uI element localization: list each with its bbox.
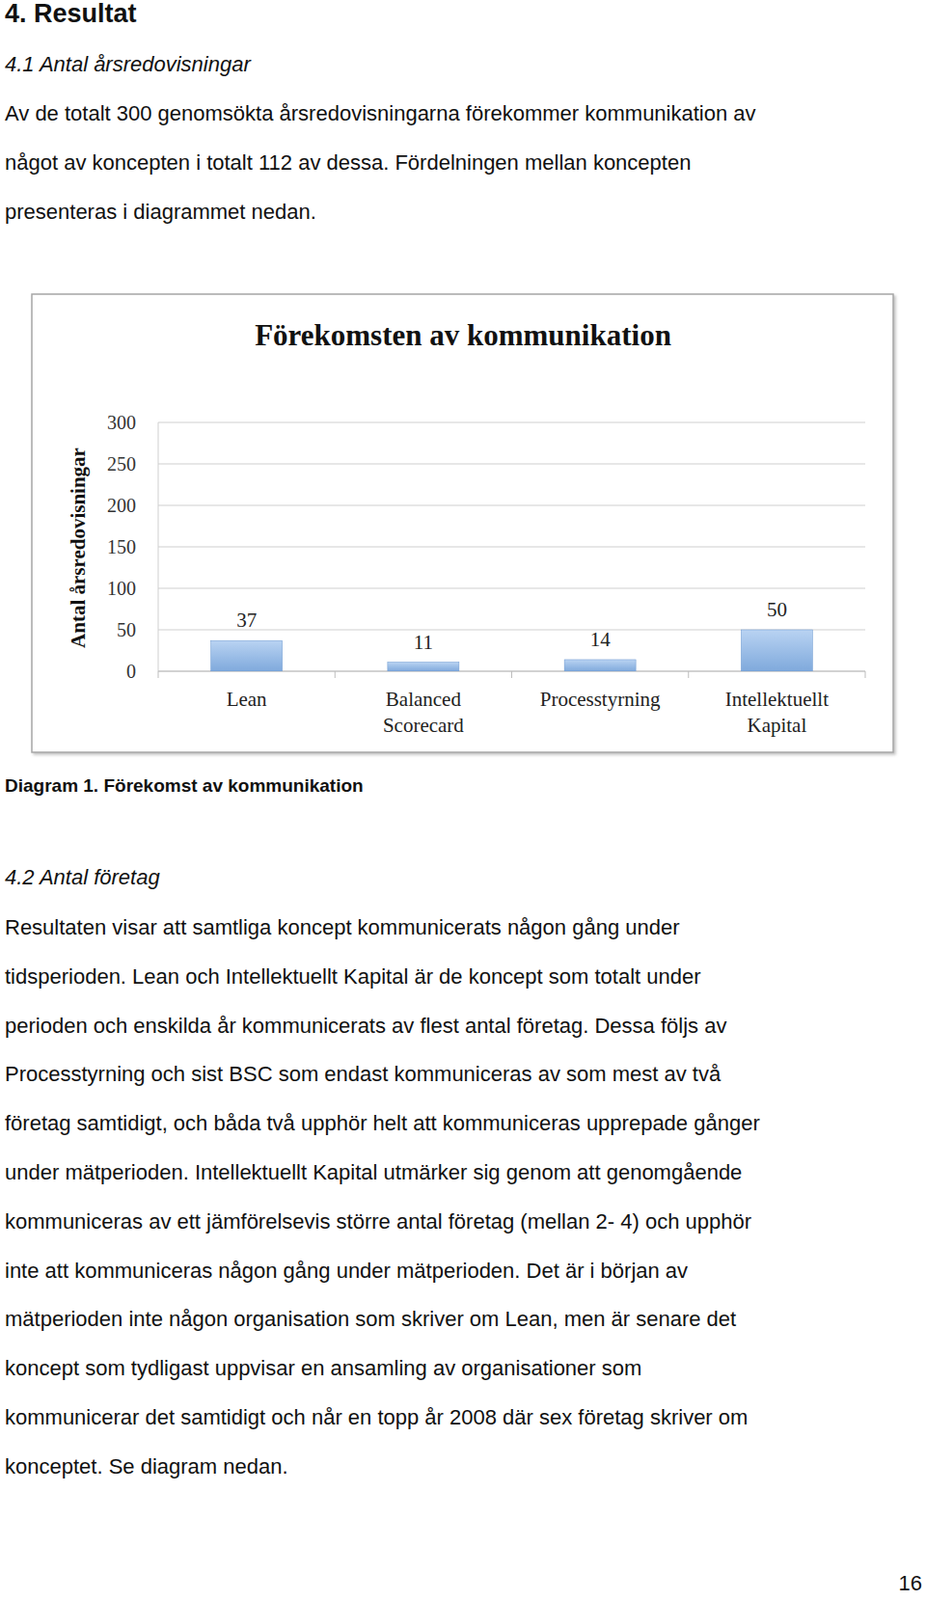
heading: 4. Resultat <box>4 0 137 28</box>
bars <box>211 629 814 672</box>
chart-frame <box>31 294 894 753</box>
grid-line <box>158 546 866 548</box>
paragraph-line: kommuniceras av ett jämförelsevis större… <box>4 1207 752 1237</box>
data-label: 50 <box>766 598 788 622</box>
paragraph-line: något av koncepten i totalt 112 av dessa… <box>4 148 691 178</box>
category-tick <box>334 671 336 679</box>
y-tick-label: 100 <box>107 577 137 600</box>
y-tick-label: 0 <box>126 660 137 682</box>
paragraph-line: Av de totalt 300 genomsökta årsredovisni… <box>4 99 757 129</box>
category-tick <box>511 671 513 679</box>
paragraph-line: under mätperioden. Intellektuellt Kapita… <box>4 1158 742 1188</box>
chart-title: Förekomsten av kommunikation <box>254 318 672 353</box>
data-label: 37 <box>236 608 257 632</box>
y-tick-label: 250 <box>107 453 137 475</box>
category-tick <box>158 671 160 679</box>
bar <box>740 629 813 672</box>
paragraph-line: tidsperioden. Lean och Intellektuellt Ka… <box>4 962 702 992</box>
category-tick <box>865 671 867 679</box>
figure-caption: Diagram 1. Förekomst av kommunikation <box>4 771 364 801</box>
x-tick-label: Processtyrning <box>540 687 661 711</box>
y-tick-label: 300 <box>107 411 137 434</box>
y-tick-label: 50 <box>116 619 137 641</box>
page-number: 16 <box>898 1569 923 1599</box>
grid-line <box>158 422 866 424</box>
section-title: 4.2 Antal företag <box>4 863 161 893</box>
chart: Förekomsten av kommunikation Antal årsred… <box>0 0 926 1600</box>
y-axis-label: Antal årsredovisningar <box>66 447 90 649</box>
category-tick <box>687 671 689 679</box>
section-title: 4.1 Antal årsredovisningar <box>4 50 251 80</box>
paragraph-line: presenteras i diagrammet nedan. <box>4 197 317 227</box>
data-label: 11 <box>413 630 434 654</box>
paragraph-line: Processtyrning och sist BSC som endast k… <box>4 1060 721 1090</box>
grid-line <box>158 463 866 465</box>
paragraph-line: mätperioden inte någon organisation som … <box>4 1305 736 1335</box>
y-axis-line <box>158 422 160 672</box>
grid-line <box>158 505 866 507</box>
bar <box>211 640 283 672</box>
paragraph-line: konceptet. Se diagram nedan. <box>4 1452 289 1482</box>
x-tick-label: IntellektuelltKapital <box>725 687 829 737</box>
paragraph-line: kommunicerar det samtidigt och når en to… <box>4 1403 748 1433</box>
paragraph-line: inte att kommuniceras någon gång under m… <box>4 1256 688 1286</box>
y-tick-label: 200 <box>107 494 137 517</box>
x-tick-label: BalancedScorecard <box>382 687 464 737</box>
paragraph-line: perioden och enskilda år kommunicerats a… <box>4 1011 727 1041</box>
y-tick-label: 150 <box>107 536 137 558</box>
bar <box>564 659 636 672</box>
data-label: 14 <box>590 627 612 652</box>
grid-line <box>158 588 866 590</box>
x-tick-label: Lean <box>226 687 268 711</box>
paragraph-line: Resultaten visar att samtliga koncept ko… <box>4 913 681 943</box>
bar <box>387 662 460 672</box>
paragraph-line: företag samtidigt, och båda två upphör h… <box>4 1109 761 1139</box>
paragraph-line: koncept som tydligast uppvisar en ansaml… <box>4 1354 642 1384</box>
